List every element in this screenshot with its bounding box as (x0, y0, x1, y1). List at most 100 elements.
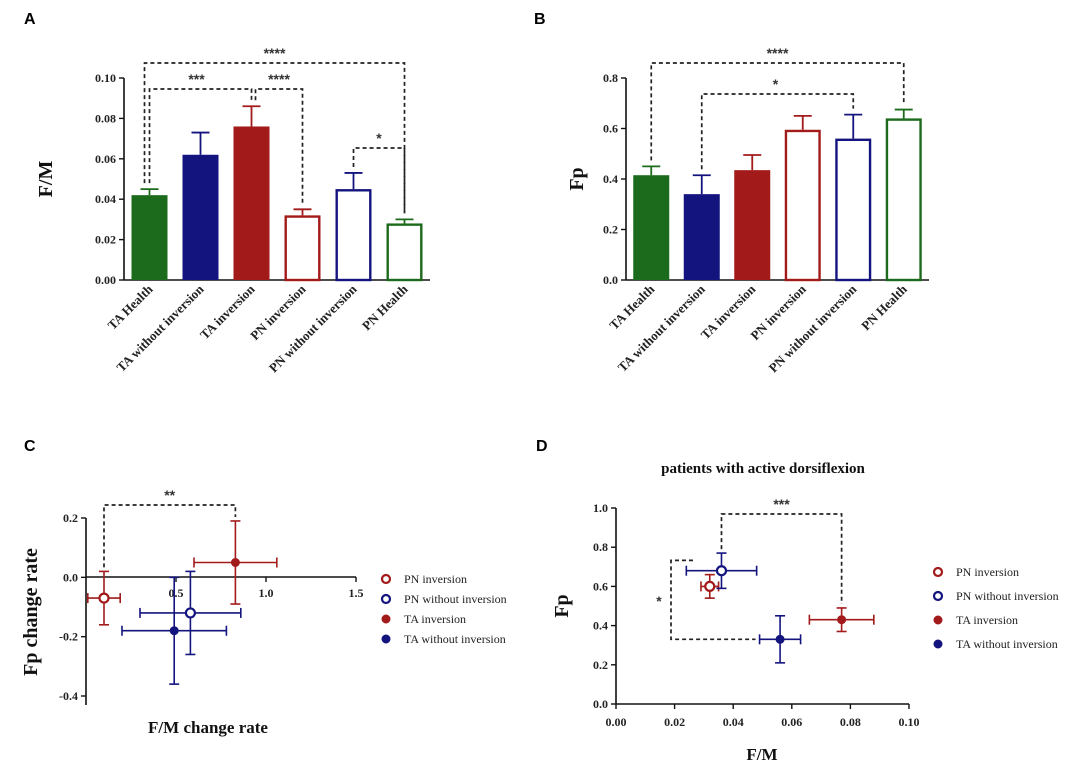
panel-a-significance-label: *** (188, 71, 205, 87)
panel-a-y-tick-label: 0.04 (95, 192, 116, 206)
panel-d-legend-label: PN inversion (956, 565, 1019, 579)
panel-c-x-tick-label: 1.0 (259, 586, 274, 600)
panel-b-y-tick-label: 0.6 (603, 122, 618, 136)
panel-a-y-tick-label: 0.02 (95, 233, 116, 247)
panel-d-legend-label: TA without inversion (956, 637, 1058, 651)
panel-c-y-tick-label: -0.4 (59, 689, 78, 703)
panel-d-y-tick-label: 0.0 (593, 697, 608, 711)
panel-d-legend-label: TA inversion (956, 613, 1018, 627)
panel-d-x-tick-label: 0.06 (781, 715, 802, 729)
panel-d-legend-marker (932, 566, 944, 578)
panel-c-legend-label: PN inversion (404, 572, 467, 586)
panel-d-data-point (837, 615, 847, 625)
panel-b-y-tick-label: 0.4 (603, 172, 618, 186)
panel-b-category-label: TA without inversion (615, 281, 709, 375)
panel-b-bar (734, 170, 771, 280)
panel-c-significance-bracket (103, 504, 237, 568)
panel-c-legend-label: TA without inversion (404, 632, 506, 646)
panel-a-significance-bracket (143, 62, 406, 214)
panel-a-significance-label: **** (268, 71, 290, 87)
panel-d-y-tick-label: 1.0 (593, 501, 608, 515)
panel-letter-d: D (536, 438, 548, 455)
panel-d-significance-label: *** (773, 496, 790, 512)
panel-d-significance-bracket (720, 513, 843, 604)
panel-letter-b: B (534, 11, 546, 28)
panel-b-y-axis-label: Fp (566, 167, 588, 190)
panel-a-bar (182, 154, 219, 280)
panel-a-y-tick-label: 0.10 (95, 71, 116, 85)
panel-d-chart-title: patients with active dorsiflexion (661, 461, 865, 477)
panel-d-x-tick-label: 0.04 (723, 715, 744, 729)
panel-c-x-axis-label: F/M change rate (148, 718, 268, 737)
panel-letter-c: C (24, 438, 36, 455)
panel-b-bar (633, 175, 670, 280)
panel-b-bar (683, 194, 720, 280)
panel-d-y-axis-label: Fp (551, 594, 573, 617)
panel-a-bar (233, 126, 270, 280)
panel-a-y-tick-label: 0.08 (95, 111, 116, 125)
panel-c-data-point (230, 558, 240, 567)
panel-b-significance-bracket (700, 93, 855, 170)
panel-a-y-axis-label: F/M (35, 161, 57, 198)
panel-d-x-tick-label: 0.00 (606, 715, 627, 729)
panel-d-y-tick-label: 0.8 (593, 540, 608, 554)
panel-c-legend-label: TA inversion (404, 612, 466, 626)
panel-c-data-point (169, 626, 179, 636)
panel-a-significance-bracket (352, 147, 406, 214)
panel-a-category-label: PN without inversion (266, 281, 360, 375)
panel-c-legend-marker (380, 593, 392, 605)
panel-d-y-tick-label: 0.4 (593, 619, 608, 633)
panel-b-y-tick-label: 0.0 (603, 273, 618, 287)
panel-b-category-label: PN without inversion (766, 281, 860, 375)
panel-c-legend-marker (381, 614, 391, 624)
panel-c-y-axis-label: Fp change rate (20, 548, 42, 676)
panel-a-category-label: TA Health (105, 281, 157, 333)
panel-d-legend-marker (932, 590, 944, 602)
panel-c-significance-label: ** (164, 487, 175, 503)
panel-b-y-tick-label: 0.8 (603, 71, 618, 85)
panel-d-chart: 0.0 0.2 0.4 0.6 0.8 1.0 0.00 0.02 0.04 0.06 0.08 0.… (551, 461, 1059, 764)
panel-c-legend-marker (381, 634, 391, 644)
panel-b-significance-label: * (773, 76, 779, 92)
panel-c-legend-label: PN without inversion (404, 592, 507, 606)
panel-d-x-tick-label: 0.10 (899, 715, 920, 729)
panel-a-bar (335, 189, 372, 282)
panel-d-legend-marker (933, 639, 943, 649)
panel-c-x-tick-label: 1.5 (349, 586, 364, 600)
panel-d-x-tick-label: 0.02 (664, 715, 685, 729)
panel-c-data-point (184, 607, 196, 619)
panel-a-bar (131, 195, 168, 280)
panel-c-y-tick-label: 0.0 (63, 570, 78, 584)
panel-b-bar (835, 138, 872, 282)
panel-a-y-tick-label: 0.00 (95, 273, 116, 287)
panel-d-y-tick-label: 0.6 (593, 579, 608, 593)
panel-a-bar (284, 215, 321, 282)
panel-d-significance-bracket (670, 559, 756, 641)
panel-letter-a: A (24, 11, 36, 28)
panel-b-category-label: TA Health (606, 281, 658, 333)
panel-b-category-label: PN Health (858, 281, 910, 333)
panel-a-category-label: PN Health (359, 281, 411, 333)
panel-c-data-point (98, 592, 110, 604)
panel-d-y-tick-label: 0.2 (593, 658, 608, 672)
panel-c-legend-marker (380, 573, 392, 585)
panel-b-bar (784, 129, 821, 282)
panel-d-data-point (715, 565, 728, 577)
panel-d-x-tick-label: 0.08 (840, 715, 861, 729)
panel-a-significance-label: * (376, 130, 382, 146)
panel-b-y-tick-label: 0.2 (603, 223, 618, 237)
panel-d-legend-marker (933, 615, 943, 625)
panel-a-y-tick-label: 0.06 (95, 152, 116, 166)
panel-c-x-tick-label: 0.5 (169, 586, 184, 600)
panel-c-chart: -0.4 -0.2 0.0 0.2 0.5 1.0 1.5 Fp change rate F/M… (20, 487, 507, 737)
panel-d-data-point (704, 580, 716, 593)
panel-b-bar (885, 118, 922, 282)
panel-a-significance-label: **** (264, 45, 286, 61)
panel-d-legend-label: PN without inversion (956, 589, 1059, 603)
panel-a-category-label: TA without inversion (113, 281, 207, 375)
panel-b-significance-label: **** (767, 45, 789, 61)
panel-a-significance-bracket (254, 88, 304, 204)
